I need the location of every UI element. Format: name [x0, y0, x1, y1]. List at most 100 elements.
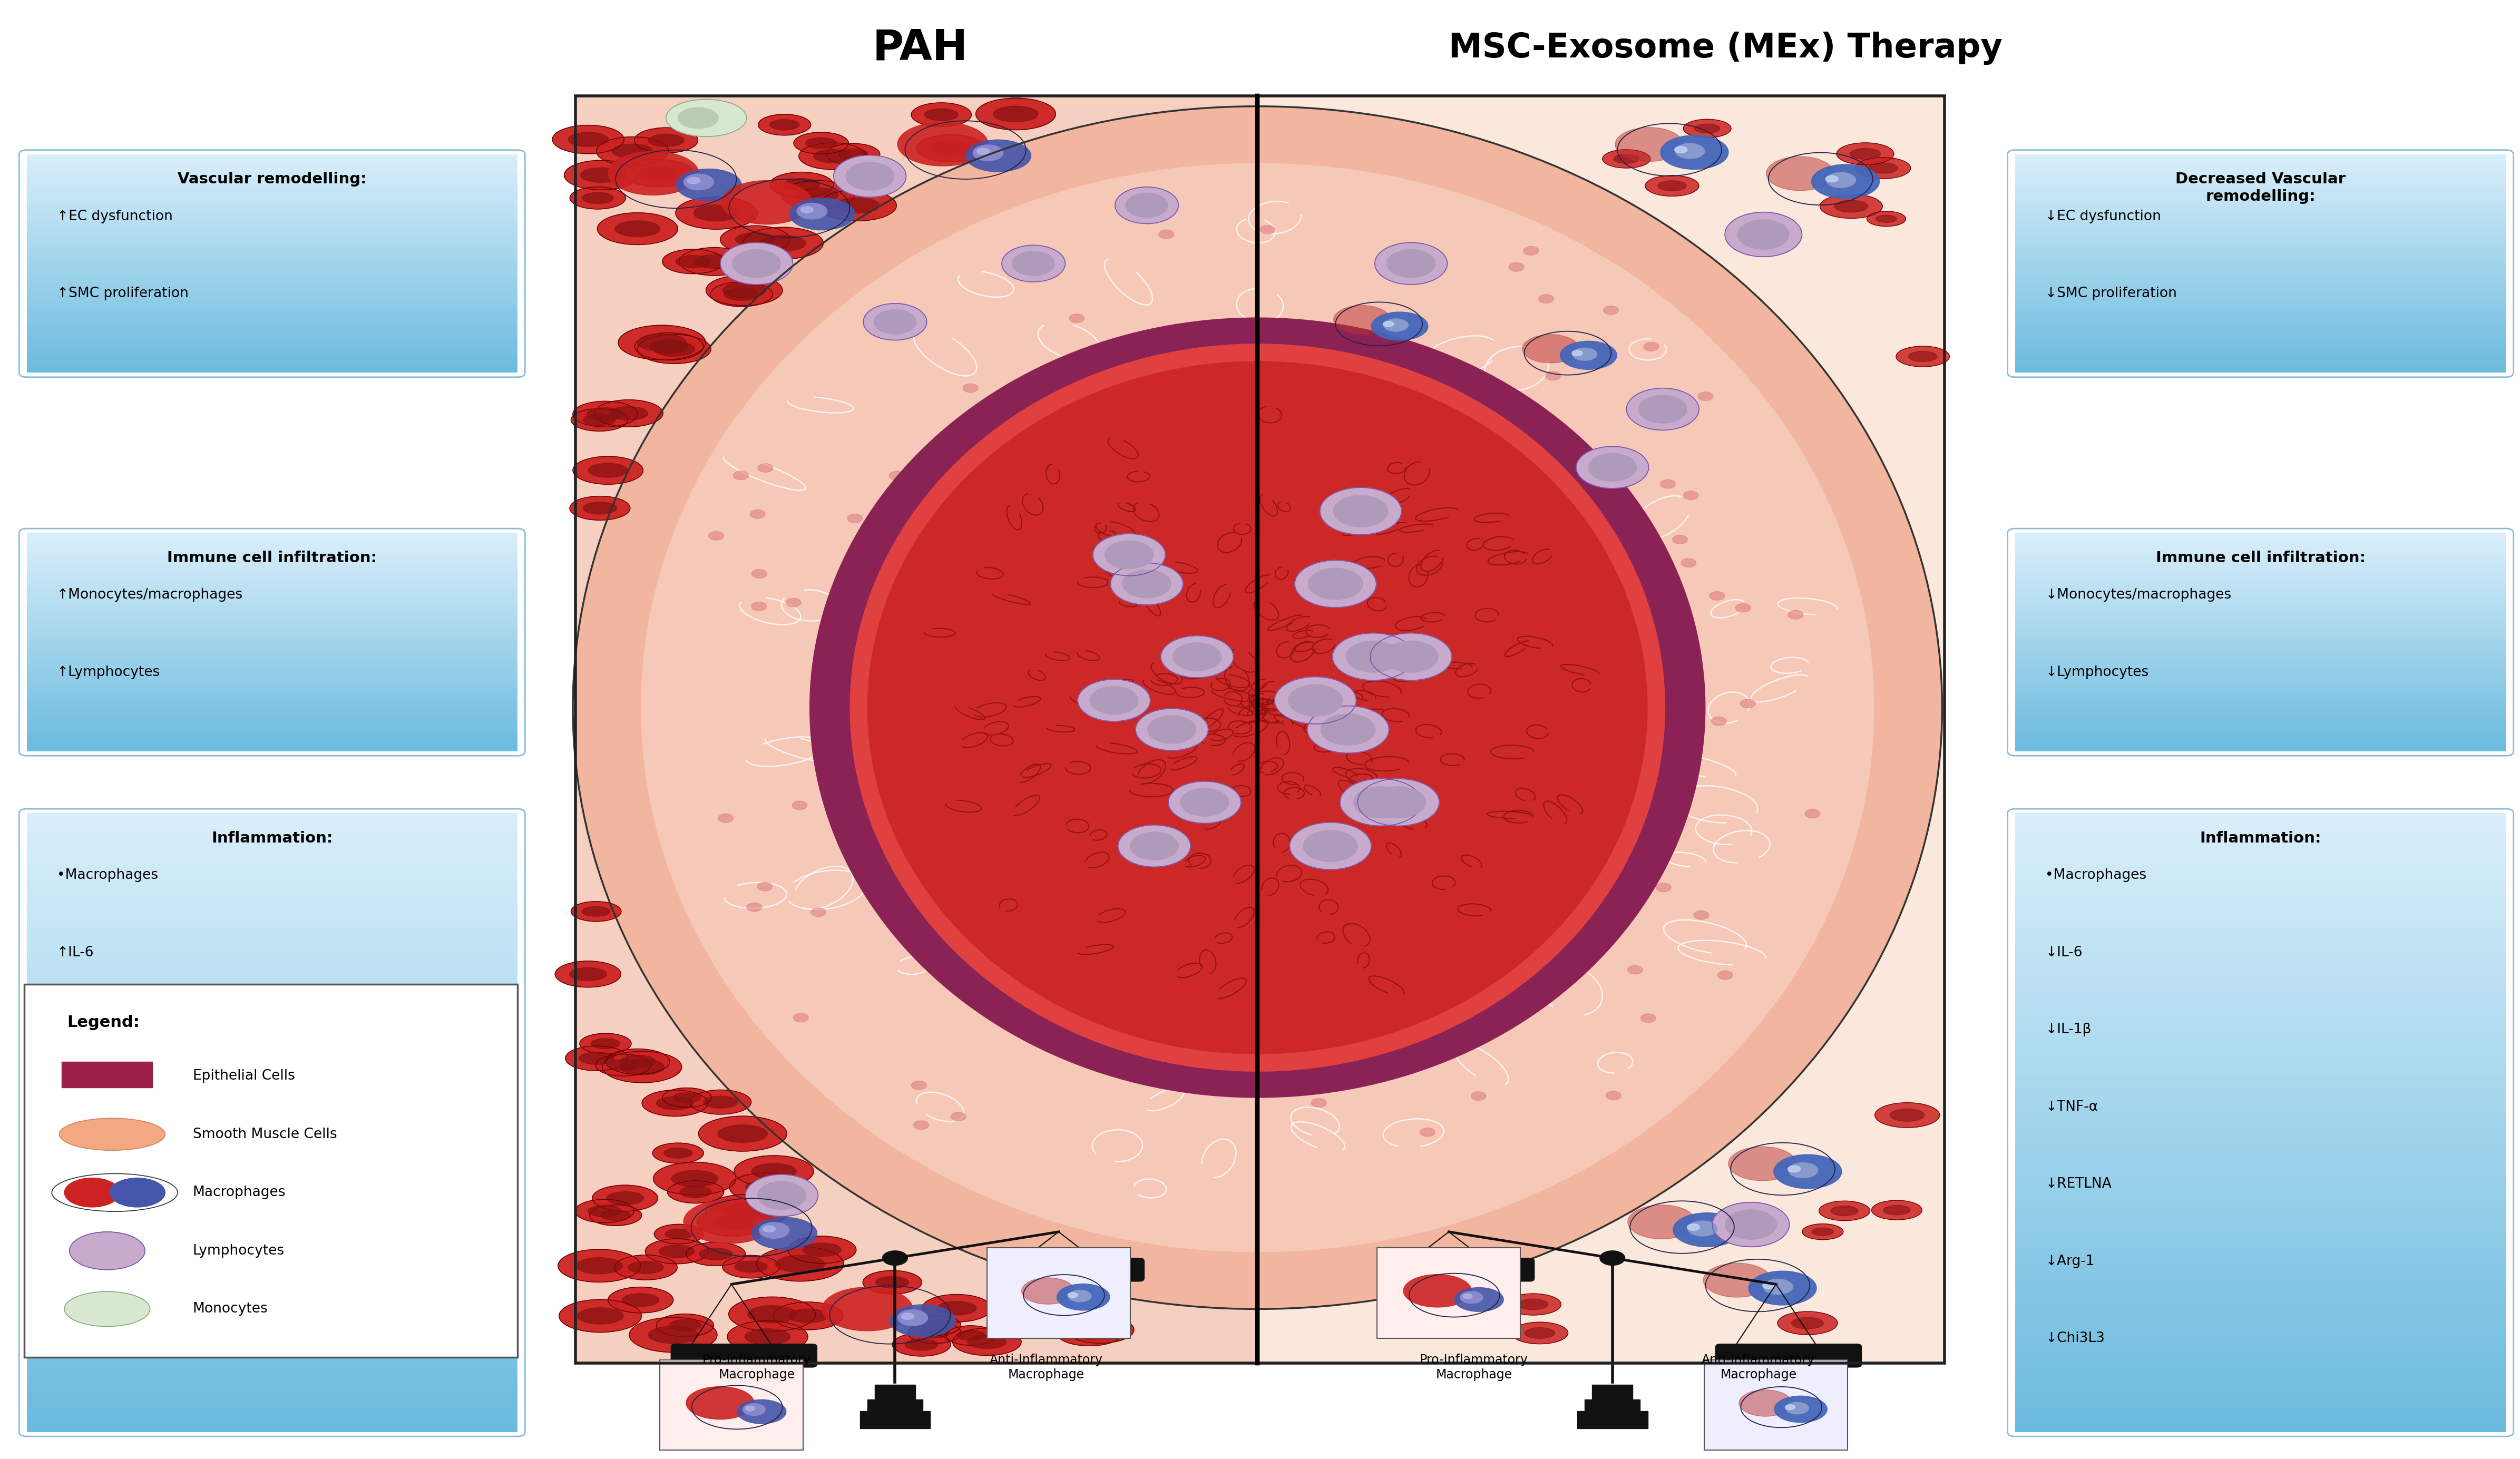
- Bar: [2016, 321, 2505, 324]
- Ellipse shape: [680, 1186, 711, 1198]
- Bar: [28, 1084, 517, 1091]
- Bar: [28, 906, 517, 913]
- Ellipse shape: [617, 325, 706, 360]
- Bar: [2016, 735, 2505, 738]
- FancyBboxPatch shape: [670, 1344, 816, 1367]
- Bar: [28, 821, 517, 829]
- Bar: [2016, 1091, 2505, 1100]
- Bar: [28, 177, 517, 179]
- Ellipse shape: [580, 1052, 615, 1065]
- Ellipse shape: [953, 1328, 1021, 1355]
- Ellipse shape: [1111, 563, 1182, 605]
- Bar: [2016, 533, 2505, 535]
- Ellipse shape: [1643, 343, 1658, 352]
- Ellipse shape: [728, 1173, 804, 1202]
- Ellipse shape: [607, 1287, 673, 1313]
- Ellipse shape: [759, 464, 774, 473]
- Bar: [2016, 308, 2505, 309]
- Text: ↓Monocytes/macrophages: ↓Monocytes/macrophages: [2046, 588, 2230, 603]
- Ellipse shape: [1310, 1099, 1326, 1107]
- Bar: [2016, 349, 2505, 352]
- Bar: [2016, 829, 2505, 836]
- Bar: [28, 268, 517, 271]
- Text: ↑SMC proliferation: ↑SMC proliferation: [58, 287, 189, 301]
- Ellipse shape: [1867, 163, 1898, 174]
- Bar: [2016, 1293, 2505, 1300]
- Bar: [2016, 158, 2505, 160]
- Text: Anti-Inflammatory
Macrophage: Anti-Inflammatory Macrophage: [990, 1354, 1104, 1380]
- Bar: [28, 702, 517, 705]
- Ellipse shape: [794, 133, 849, 155]
- Ellipse shape: [1147, 715, 1197, 744]
- Ellipse shape: [645, 1239, 708, 1263]
- Bar: [28, 359, 517, 362]
- Ellipse shape: [655, 1315, 713, 1336]
- Bar: [28, 1269, 517, 1277]
- Bar: [28, 1285, 517, 1293]
- Ellipse shape: [1504, 1294, 1560, 1315]
- Text: ↑Monocytes/macrophages: ↑Monocytes/macrophages: [58, 588, 242, 603]
- Ellipse shape: [1890, 1109, 1925, 1122]
- Bar: [28, 554, 517, 557]
- Bar: [28, 1377, 517, 1386]
- Ellipse shape: [746, 1406, 756, 1411]
- Bar: [2016, 661, 2505, 664]
- Ellipse shape: [774, 1301, 844, 1329]
- Text: ↓Chi3L3: ↓Chi3L3: [2046, 1332, 2104, 1345]
- Bar: [2016, 334, 2505, 337]
- Bar: [2016, 179, 2505, 182]
- Bar: [1260, 96, 1945, 1363]
- Bar: [28, 201, 517, 203]
- Bar: [28, 168, 517, 171]
- Bar: [2016, 852, 2505, 859]
- Bar: [28, 203, 517, 206]
- Bar: [28, 592, 517, 595]
- Ellipse shape: [1419, 1128, 1434, 1137]
- Bar: [28, 1370, 517, 1377]
- Bar: [2016, 1339, 2505, 1347]
- Bar: [1593, 1385, 1633, 1399]
- Text: MSC-Exosome (MEx) Therapy: MSC-Exosome (MEx) Therapy: [1449, 32, 2003, 64]
- Bar: [28, 533, 517, 535]
- Bar: [28, 538, 517, 541]
- Ellipse shape: [1464, 1294, 1472, 1299]
- Bar: [2016, 960, 2505, 967]
- Ellipse shape: [663, 249, 723, 274]
- Bar: [2016, 337, 2505, 340]
- Bar: [2016, 570, 2505, 573]
- Ellipse shape: [582, 502, 617, 514]
- Ellipse shape: [1693, 124, 1721, 133]
- Bar: [28, 233, 517, 236]
- Ellipse shape: [764, 1226, 776, 1233]
- Ellipse shape: [570, 187, 625, 209]
- Bar: [2016, 1192, 2505, 1199]
- Bar: [2016, 359, 2505, 362]
- Bar: [28, 196, 517, 198]
- Bar: [28, 732, 517, 735]
- Bar: [28, 579, 517, 582]
- Ellipse shape: [582, 193, 612, 204]
- Bar: [28, 1401, 517, 1409]
- Text: ↑RETLNA: ↑RETLNA: [58, 1177, 123, 1191]
- Bar: [874, 1385, 915, 1399]
- Ellipse shape: [751, 603, 766, 611]
- Ellipse shape: [1625, 388, 1698, 430]
- Ellipse shape: [640, 166, 678, 179]
- Bar: [28, 334, 517, 337]
- Ellipse shape: [557, 1249, 640, 1282]
- Ellipse shape: [743, 1404, 766, 1415]
- Ellipse shape: [1126, 193, 1167, 217]
- FancyBboxPatch shape: [998, 1258, 1144, 1281]
- Bar: [2016, 845, 2505, 852]
- Text: ↑IL-6: ↑IL-6: [58, 945, 93, 960]
- Bar: [2016, 343, 2505, 346]
- Bar: [63, 1062, 154, 1088]
- Ellipse shape: [582, 414, 615, 426]
- Ellipse shape: [630, 1317, 718, 1352]
- Ellipse shape: [610, 407, 648, 420]
- Ellipse shape: [827, 143, 879, 165]
- Ellipse shape: [1383, 641, 1439, 673]
- Text: ↑TNF-α: ↑TNF-α: [58, 1100, 111, 1113]
- Ellipse shape: [1628, 966, 1643, 975]
- Bar: [2016, 1355, 2505, 1363]
